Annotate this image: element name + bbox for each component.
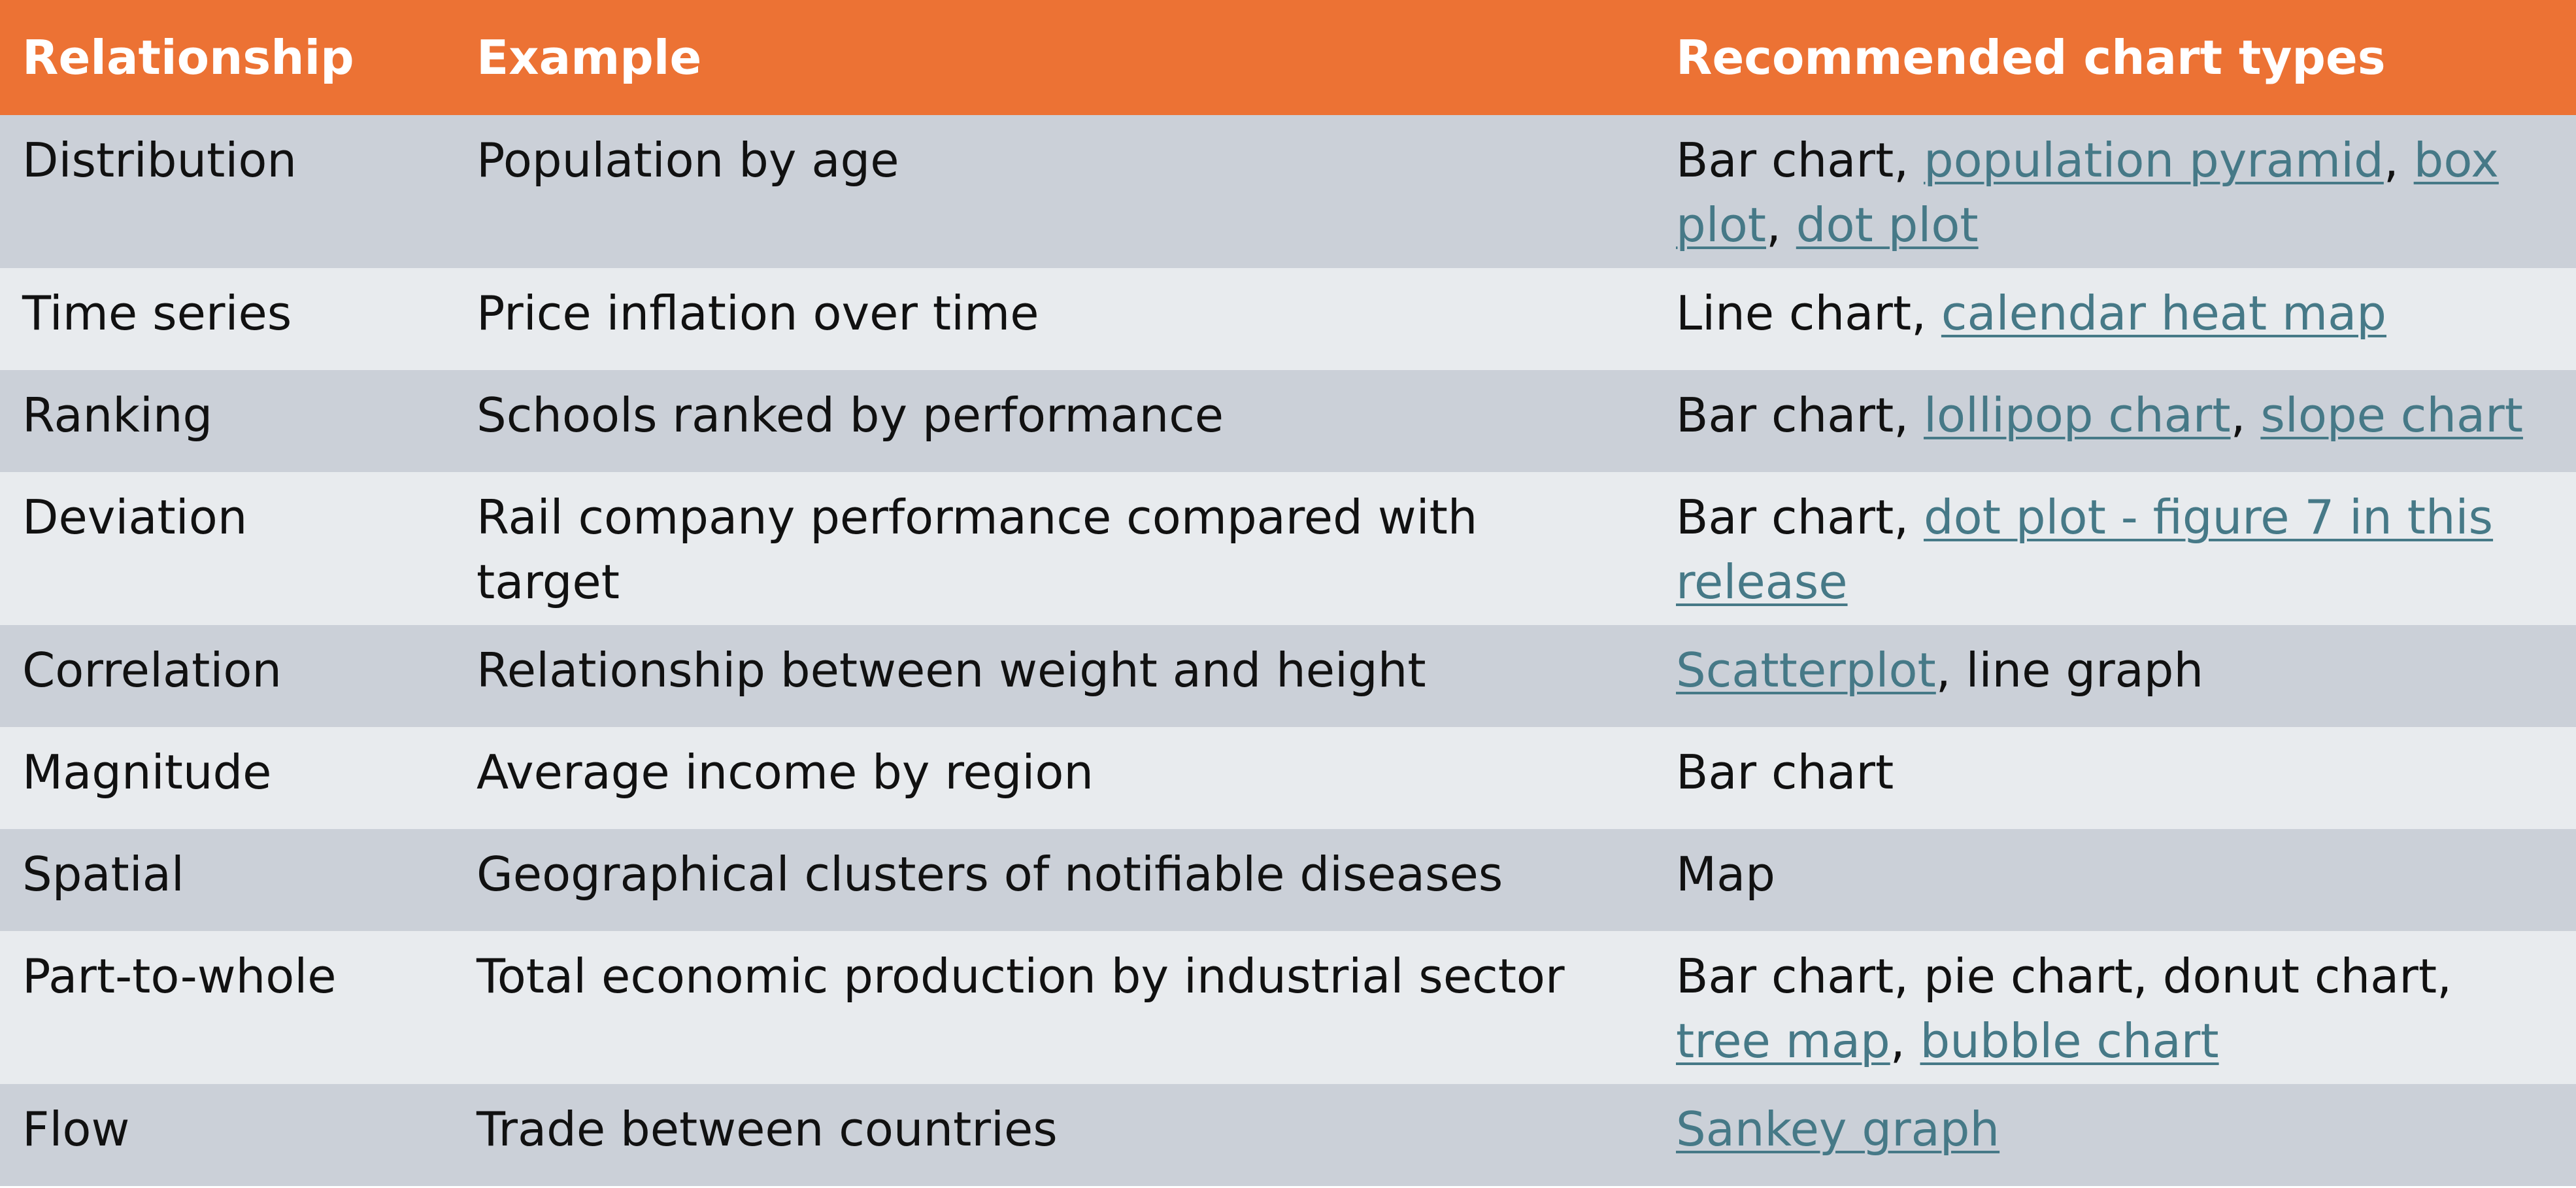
chart-type-text: ,	[1894, 388, 1924, 443]
chart-type-link[interactable]: population pyramid	[1923, 133, 2384, 188]
chart-type-link[interactable]: box plot	[1676, 133, 2499, 252]
cell-example: Rail company performance compared with t…	[454, 472, 1654, 625]
table-row: Part-to-whole Total economic production b…	[0, 931, 2576, 1084]
cell-example: Price inflation over time	[454, 268, 1654, 370]
table-header: Relationship Example Recommended chart t…	[0, 0, 2576, 115]
chart-type-text: Bar chart	[1676, 490, 1894, 545]
chart-type-text: ,	[1894, 133, 1924, 188]
chart-type-text: ,	[2230, 388, 2261, 443]
cell-recommended-charts: Sankey graph	[1654, 1084, 2576, 1186]
cell-example: Total economic production by industrial …	[454, 931, 1654, 1084]
table-row: Spatial Geographical clusters of notifiab…	[0, 829, 2576, 931]
cell-relationship: Correlation	[0, 625, 454, 727]
table-row: Time series Price inflation over time Line…	[0, 268, 2576, 370]
table-row: Distribution Population by age Bar chart, …	[0, 115, 2576, 268]
cell-recommended-charts: Line chart, calendar heat map	[1654, 268, 2576, 370]
cell-relationship: Magnitude	[0, 727, 454, 829]
cell-relationship: Time series	[0, 268, 454, 370]
cell-example: Trade between countries	[454, 1084, 1654, 1186]
cell-recommended-charts: Scatterplot, line graph	[1654, 625, 2576, 727]
chart-type-link[interactable]: dot plot	[1796, 197, 1979, 252]
chart-type-text: Map	[1676, 847, 1775, 902]
chart-type-link[interactable]: lollipop chart	[1923, 388, 2231, 443]
chart-type-text: ,	[1766, 197, 1796, 252]
chart-type-link[interactable]: tree map	[1676, 1013, 1890, 1068]
cell-relationship: Part-to-whole	[0, 931, 454, 1084]
cell-relationship: Distribution	[0, 115, 454, 268]
header-example: Example	[454, 0, 1654, 115]
cell-example: Average income by region	[454, 727, 1654, 829]
chart-type-text: ,	[1894, 490, 1924, 545]
chart-type-text: ,	[1911, 286, 1941, 341]
chart-type-text: Bar chart, pie chart, donut chart	[1676, 949, 2437, 1004]
table-body: Distribution Population by age Bar chart, …	[0, 115, 2576, 1186]
chart-type-link[interactable]: Sankey graph	[1676, 1102, 2000, 1157]
cell-recommended-charts: Bar chart	[1654, 727, 2576, 829]
table-row: Deviation Rail company performance compar…	[0, 472, 2576, 625]
cell-recommended-charts: Map	[1654, 829, 2576, 931]
header-recommended-chart-types: Recommended chart types	[1654, 0, 2576, 115]
cell-relationship: Ranking	[0, 370, 454, 472]
chart-type-link[interactable]: calendar heat map	[1941, 286, 2386, 341]
chart-type-text: ,	[1890, 1013, 1920, 1068]
cell-relationship: Spatial	[0, 829, 454, 931]
cell-relationship: Flow	[0, 1084, 454, 1186]
cell-recommended-charts: Bar chart, population pyramid, box plot,…	[1654, 115, 2576, 268]
chart-type-link[interactable]: dot plot - figure 7 in this release	[1676, 490, 2494, 609]
chart-type-link[interactable]: Scatterplot	[1676, 643, 1936, 698]
chart-type-text: ,	[2383, 133, 2414, 188]
chart-type-text: Bar chart	[1676, 745, 1894, 800]
chart-type-text: Line chart	[1676, 286, 1912, 341]
cell-relationship: Deviation	[0, 472, 454, 625]
cell-example: Schools ranked by performance	[454, 370, 1654, 472]
table-row: Ranking Schools ranked by performance Bar …	[0, 370, 2576, 472]
cell-example: Population by age	[454, 115, 1654, 268]
chart-type-link[interactable]: slope chart	[2260, 388, 2523, 443]
cell-recommended-charts: Bar chart, pie chart, donut chart, tree …	[1654, 931, 2576, 1084]
cell-recommended-charts: Bar chart, lollipop chart, slope chart	[1654, 370, 2576, 472]
chart-type-text: Bar chart	[1676, 133, 1894, 188]
chart-type-text: Bar chart	[1676, 388, 1894, 443]
chart-type-text: , line graph	[1935, 643, 2204, 698]
header-relationship: Relationship	[0, 0, 454, 115]
cell-example: Geographical clusters of notifiable dise…	[454, 829, 1654, 931]
table-row: Correlation Relationship between weight a…	[0, 625, 2576, 727]
cell-example: Relationship between weight and height	[454, 625, 1654, 727]
header-row: Relationship Example Recommended chart t…	[0, 0, 2576, 115]
cell-recommended-charts: Bar chart, dot plot - figure 7 in this r…	[1654, 472, 2576, 625]
chart-type-link[interactable]: bubble chart	[1920, 1013, 2219, 1068]
chart-type-text: ,	[2437, 949, 2452, 1004]
table-row: Magnitude Average income by region Bar cha…	[0, 727, 2576, 829]
table-row: Flow Trade between countries Sankey graph	[0, 1084, 2576, 1186]
